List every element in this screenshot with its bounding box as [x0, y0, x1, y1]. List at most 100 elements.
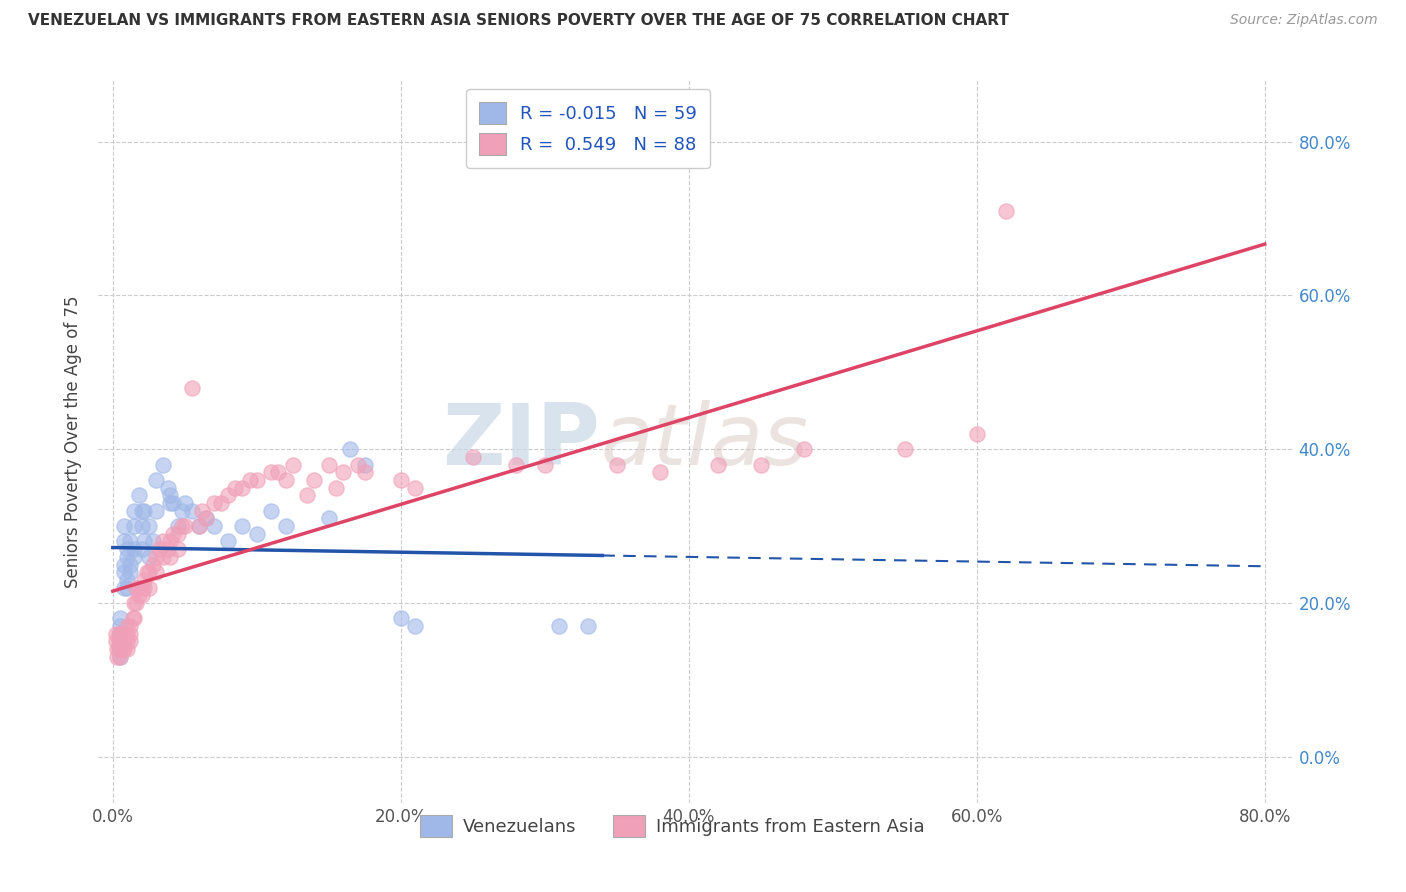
Point — [166, 519, 188, 533]
Point — [108, 634, 131, 648]
Point — [115, 626, 138, 640]
Point — [136, 565, 159, 579]
Point — [142, 534, 165, 549]
Point — [274, 473, 297, 487]
Point — [131, 519, 153, 533]
Point — [108, 649, 131, 664]
Legend: Venezuelans, Immigrants from Eastern Asia: Venezuelans, Immigrants from Eastern Asi… — [412, 808, 932, 845]
Point — [112, 519, 135, 533]
Point — [267, 465, 290, 479]
Point — [274, 519, 297, 533]
Point — [195, 511, 218, 525]
Point — [142, 558, 165, 572]
Point — [318, 511, 340, 525]
Point — [332, 465, 354, 479]
Point — [295, 488, 318, 502]
Point — [105, 649, 128, 664]
Point — [156, 542, 179, 557]
Point — [131, 542, 153, 557]
Point — [576, 619, 599, 633]
Point — [108, 626, 131, 640]
Point — [108, 626, 131, 640]
Point — [166, 526, 188, 541]
Point — [108, 634, 131, 648]
Point — [112, 581, 135, 595]
Point — [120, 619, 142, 633]
Point — [353, 458, 375, 472]
Point — [246, 473, 269, 487]
Point — [128, 588, 150, 602]
Point — [131, 581, 153, 595]
Point — [505, 458, 527, 472]
Point — [145, 565, 167, 579]
Point — [120, 558, 142, 572]
Point — [148, 542, 170, 557]
Point — [181, 381, 204, 395]
Point — [108, 611, 131, 625]
Point — [134, 581, 156, 595]
Point — [173, 519, 195, 533]
Point — [134, 534, 156, 549]
Point — [104, 634, 127, 648]
Point — [110, 626, 132, 640]
Point — [111, 634, 134, 648]
Point — [648, 465, 671, 479]
Point — [404, 481, 426, 495]
Point — [115, 573, 138, 587]
Point — [281, 458, 304, 472]
Point — [793, 442, 815, 457]
Text: ZIP: ZIP — [443, 400, 600, 483]
Point — [115, 619, 138, 633]
Point — [120, 634, 142, 648]
Point — [304, 473, 326, 487]
Point — [107, 626, 129, 640]
Point — [131, 588, 153, 602]
Point — [112, 534, 135, 549]
Point — [108, 642, 131, 657]
Point — [260, 465, 283, 479]
Point — [120, 534, 142, 549]
Point — [260, 504, 283, 518]
Point — [224, 481, 246, 495]
Point — [124, 542, 146, 557]
Point — [111, 642, 134, 657]
Point — [145, 473, 167, 487]
Point — [138, 565, 160, 579]
Point — [111, 626, 134, 640]
Point — [325, 481, 347, 495]
Point — [112, 642, 135, 657]
Point — [706, 458, 728, 472]
Point — [138, 549, 160, 564]
Point — [217, 488, 239, 502]
Point — [170, 519, 193, 533]
Point — [195, 511, 218, 525]
Point — [107, 642, 129, 657]
Point — [124, 519, 146, 533]
Point — [112, 565, 135, 579]
Point — [122, 611, 145, 625]
Point — [181, 504, 204, 518]
Point — [389, 611, 412, 625]
Point — [145, 549, 167, 564]
Point — [404, 619, 426, 633]
Point — [138, 519, 160, 533]
Point — [159, 549, 181, 564]
Point — [128, 488, 150, 502]
Point — [156, 481, 179, 495]
Point — [115, 634, 138, 648]
Text: Source: ZipAtlas.com: Source: ZipAtlas.com — [1230, 13, 1378, 28]
Point — [138, 581, 160, 595]
Point — [994, 203, 1017, 218]
Point — [152, 549, 174, 564]
Point — [246, 526, 269, 541]
Point — [159, 496, 181, 510]
Point — [124, 611, 146, 625]
Point — [231, 519, 253, 533]
Point — [112, 626, 135, 640]
Point — [749, 458, 772, 472]
Point — [318, 458, 340, 472]
Point — [110, 634, 132, 648]
Point — [461, 450, 484, 464]
Point — [115, 581, 138, 595]
Point — [339, 442, 361, 457]
